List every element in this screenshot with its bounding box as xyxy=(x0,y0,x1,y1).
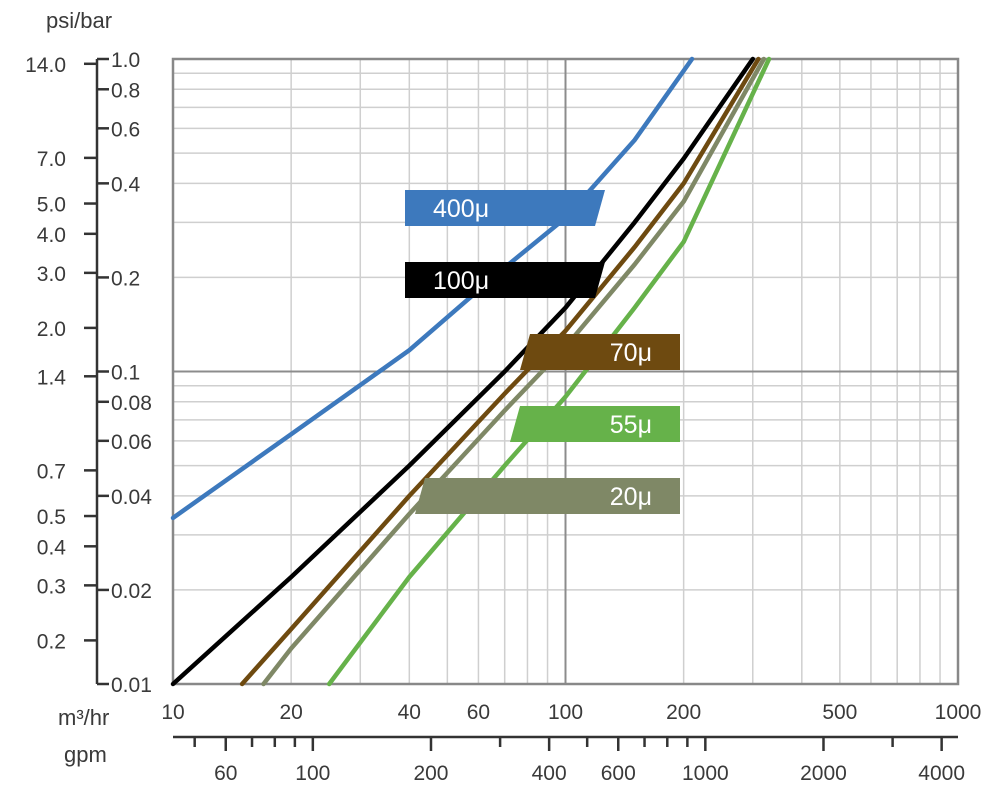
y-tick-label-psi: 7.0 xyxy=(37,148,66,171)
y-tick-label-bar: 0.8 xyxy=(111,79,140,102)
y-tick-label-bar: 0.2 xyxy=(111,267,140,290)
x-tick-label-m3hr: 1000 xyxy=(935,701,982,724)
legend-badges: 400μ 100μ 70μ 20μ 55μ xyxy=(405,190,680,514)
y-tick-label-bar: 0.4 xyxy=(111,173,141,196)
legend-badge xyxy=(510,406,680,442)
major-grid xyxy=(173,59,958,684)
x-tick-label-m3hr: 500 xyxy=(822,701,857,724)
legend-badge-label: 100μ xyxy=(433,267,489,295)
x-tick-label-gpm: 2000 xyxy=(800,762,847,785)
y-tick-label-psi: 0.4 xyxy=(37,536,67,559)
x-tick-label-gpm: 200 xyxy=(413,762,448,785)
legend-badge xyxy=(405,262,605,298)
y-tick-label-bar: 0.04 xyxy=(111,486,152,509)
x-tick-label-m3hr: 60 xyxy=(467,701,490,724)
x-tick-label-m3hr: 200 xyxy=(666,701,701,724)
x-tick-label-gpm: 100 xyxy=(295,762,330,785)
legend-badge-label: 70μ xyxy=(610,339,652,367)
legend-badge xyxy=(415,478,680,514)
x-tick-label-gpm: 4000 xyxy=(918,762,965,785)
y-axis: 0.01 0.02 0.04 0.06 0.08 0.1 0.2 0.4 0.6 0.8 1.0 0.… xyxy=(25,49,152,697)
plot-frame xyxy=(171,57,960,686)
x-tick-label-gpm: 600 xyxy=(601,762,636,785)
x-tick-label-m3hr: 10 xyxy=(161,701,184,724)
y-tick-label-psi: 4.0 xyxy=(37,224,66,247)
x-tick-label-gpm: 1000 xyxy=(682,762,729,785)
x-tick-label-m3hr: 100 xyxy=(548,701,583,724)
y-tick-label-bar: 1.0 xyxy=(111,49,140,72)
legend-badge xyxy=(520,334,680,370)
y-tick-label-bar: 0.6 xyxy=(111,118,140,141)
y-tick-label-psi: 3.0 xyxy=(37,263,66,286)
x-axis: 10 20 40 60 100 200 500 1000 60 100 200 400 600 1000 2… xyxy=(161,701,981,785)
y-tick-label-bar: 0.1 xyxy=(111,362,140,385)
series-line xyxy=(326,56,772,687)
y-tick-label-psi: 0.3 xyxy=(37,575,66,598)
y-tick-label-psi: 2.0 xyxy=(37,318,66,341)
y-tick-label-psi: 0.7 xyxy=(37,460,66,483)
y-tick-label-bar: 0.01 xyxy=(111,674,152,697)
x-tick-label-m3hr: 20 xyxy=(279,701,302,724)
x-tick-label-gpm: 60 xyxy=(214,762,237,785)
x-tick-label-m3hr: 40 xyxy=(398,701,421,724)
y-axis-unit-label: psi/bar xyxy=(46,8,112,33)
y-tick-label-psi: 14.0 xyxy=(25,54,66,77)
y-tick-label-bar: 0.06 xyxy=(111,431,152,454)
y-tick-label-bar: 0.08 xyxy=(111,392,152,415)
legend-badge xyxy=(405,190,605,226)
legend-badge-label: 400μ xyxy=(433,195,489,223)
series-line xyxy=(261,56,767,687)
legend-badge-label: 55μ xyxy=(610,411,652,439)
legend-badge-label: 20μ xyxy=(610,483,652,511)
x-axis-unit-label-gpm: gpm xyxy=(64,742,107,767)
y-tick-label-psi: 0.5 xyxy=(37,506,66,529)
y-tick-label-psi: 1.4 xyxy=(37,366,67,389)
y-tick-label-psi: 5.0 xyxy=(37,194,66,217)
y-tick-label-bar: 0.02 xyxy=(111,580,152,603)
x-tick-label-gpm: 400 xyxy=(532,762,567,785)
y-tick-label-psi: 0.2 xyxy=(37,630,66,653)
x-axis-unit-label-m3hr: m³/hr xyxy=(58,705,109,730)
